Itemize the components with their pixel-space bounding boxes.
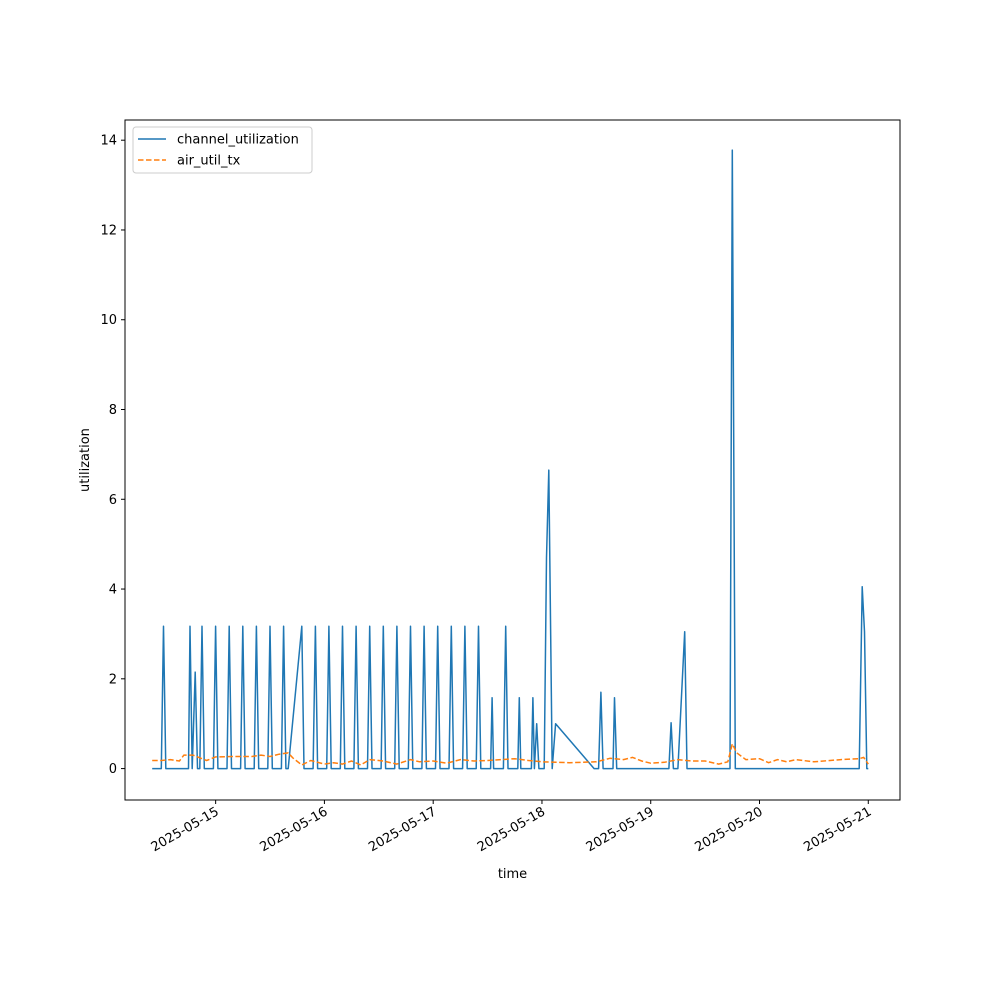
y-axis-ticks: 0 2 4 6 8 10 12 14 bbox=[100, 134, 125, 777]
series-layer bbox=[152, 149, 869, 770]
y-tick-label: 10 bbox=[100, 313, 117, 328]
y-tick-label: 0 bbox=[109, 762, 117, 777]
legend-box bbox=[132, 126, 313, 174]
legend-label-channel-utilization: channel_utilization bbox=[177, 133, 299, 148]
y-tick-label: 2 bbox=[109, 672, 117, 687]
y-tick-label: 14 bbox=[100, 134, 117, 149]
plot-area-frame bbox=[124, 119, 901, 801]
x-axis-label: time bbox=[498, 867, 527, 882]
series-line-channel-utilization bbox=[152, 149, 869, 770]
y-tick-label: 4 bbox=[109, 583, 117, 598]
series-line-air-util-tx bbox=[152, 743, 869, 766]
y-tick-label: 12 bbox=[100, 223, 117, 238]
y-axis-label: utilization bbox=[78, 428, 93, 492]
legend-label-air-util-tx: air_util_tx bbox=[177, 154, 241, 169]
y-tick-label: 6 bbox=[109, 493, 117, 508]
y-tick-label: 8 bbox=[109, 403, 117, 418]
legend: channel_utilization air_util_tx bbox=[132, 126, 313, 174]
